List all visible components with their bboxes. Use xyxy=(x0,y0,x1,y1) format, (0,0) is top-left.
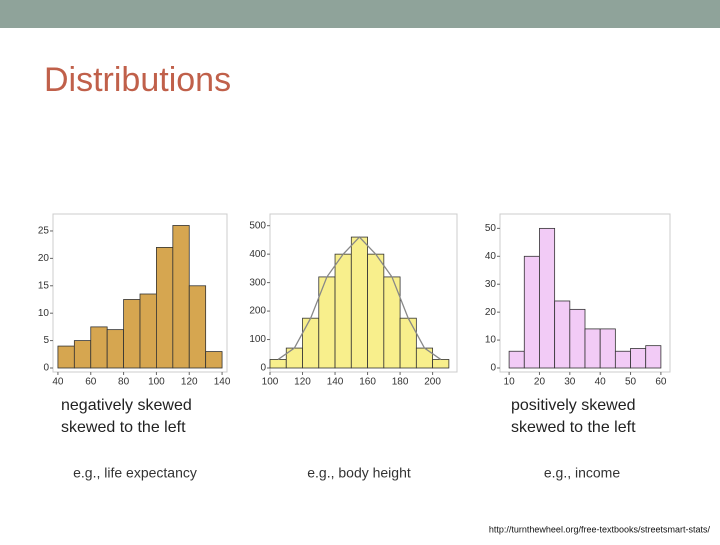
x-tick-label: 120 xyxy=(294,377,311,388)
y-tick-label: 30 xyxy=(485,279,497,290)
x-tick-label: 10 xyxy=(504,377,516,388)
bar xyxy=(57,345,75,369)
bar xyxy=(554,300,571,369)
x-tick-label: 160 xyxy=(359,377,376,388)
caption: positively skewed xyxy=(511,397,636,414)
caption: negatively skewed xyxy=(61,397,192,414)
x-tick-label: 140 xyxy=(214,377,231,388)
y-tick-label: 5 xyxy=(43,335,49,346)
bar xyxy=(399,317,417,369)
bar xyxy=(269,359,287,369)
x-tick-label: 80 xyxy=(118,377,130,388)
example: e.g., income xyxy=(544,465,620,481)
bar xyxy=(569,308,586,369)
x-tick-label: 140 xyxy=(327,377,344,388)
bar xyxy=(205,351,223,369)
bar xyxy=(90,326,108,369)
y-tick-label: 0 xyxy=(43,363,49,374)
bar xyxy=(584,328,601,369)
bar xyxy=(73,340,92,369)
bar xyxy=(139,293,157,369)
bar xyxy=(539,227,556,369)
y-tick-label: 0 xyxy=(490,363,496,374)
bar xyxy=(614,350,631,369)
top-bar xyxy=(0,0,720,28)
y-tick-label: 100 xyxy=(249,334,266,345)
x-tick-label: 20 xyxy=(534,377,546,388)
x-tick-label: 180 xyxy=(392,377,409,388)
bar xyxy=(188,285,207,369)
x-tick-label: 50 xyxy=(625,377,637,388)
y-tick-label: 10 xyxy=(485,335,497,346)
caption: skewed to the left xyxy=(61,419,186,436)
bar xyxy=(599,328,616,369)
source: http://turnthewheel.org/free-textbooks/s… xyxy=(489,524,711,534)
y-tick-label: 400 xyxy=(249,249,266,260)
bar xyxy=(415,347,434,369)
bar xyxy=(508,350,525,369)
x-tick-label: 40 xyxy=(595,377,607,388)
y-tick-label: 500 xyxy=(249,220,266,231)
x-tick-label: 100 xyxy=(148,377,165,388)
x-tick-label: 200 xyxy=(424,377,441,388)
bar xyxy=(156,247,174,369)
x-tick-label: 60 xyxy=(85,377,97,388)
x-tick-label: 100 xyxy=(262,377,279,388)
bar xyxy=(523,255,540,369)
bar xyxy=(367,253,385,369)
y-tick-label: 40 xyxy=(485,251,497,262)
x-tick-label: 40 xyxy=(52,377,64,388)
x-tick-label: 120 xyxy=(181,377,198,388)
bar xyxy=(432,359,450,369)
example: e.g., life expectancy xyxy=(73,465,197,481)
bar xyxy=(172,225,190,369)
curve xyxy=(277,236,442,360)
slide-title: Distributions xyxy=(44,61,231,99)
bar xyxy=(285,347,303,369)
y-tick-label: 50 xyxy=(485,223,497,234)
y-tick-label: 20 xyxy=(38,253,50,264)
y-tick-label: 200 xyxy=(249,306,266,317)
y-tick-label: 20 xyxy=(485,307,497,318)
y-tick-label: 15 xyxy=(38,280,50,291)
x-tick-label: 60 xyxy=(655,377,667,388)
bar xyxy=(350,236,368,369)
y-tick-label: 25 xyxy=(38,226,50,237)
y-tick-label: 10 xyxy=(38,308,50,319)
y-tick-label: 0 xyxy=(260,363,266,374)
bar xyxy=(123,299,141,369)
bar xyxy=(645,345,662,369)
bar xyxy=(630,348,647,369)
x-tick-label: 30 xyxy=(564,377,576,388)
caption: skewed to the left xyxy=(511,419,636,436)
example: e.g., body height xyxy=(307,465,411,481)
bar xyxy=(106,329,124,369)
y-tick-label: 300 xyxy=(249,277,266,288)
bar xyxy=(302,317,320,369)
bar xyxy=(334,253,352,369)
